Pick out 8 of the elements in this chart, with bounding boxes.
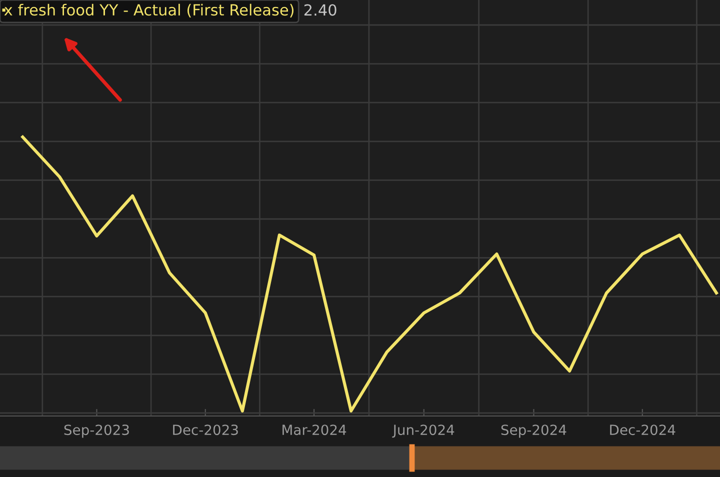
x-tick-label: Mar-2024 [282,424,346,436]
x-tick-label: Sep-2023 [64,424,129,438]
x-tick-label: Sep-2024 [501,424,566,438]
x-tick-label: Dec-2023 [173,424,238,436]
x-tick-label: Jun-2024 [392,424,454,438]
text: 2.40 [304,4,336,16]
legend-label: x fresh food YY - Actual (First Release) [4,4,294,18]
x-tick-label: Dec-2024 [610,424,676,436]
